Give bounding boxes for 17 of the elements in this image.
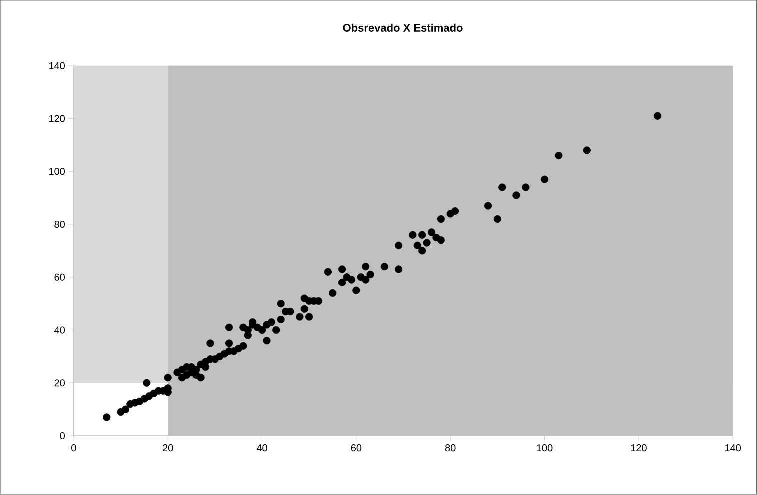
y-tick-label: 100 (49, 168, 65, 176)
chart-title: Obsrevado X Estimado (343, 24, 463, 32)
y-tick-label: 0 (60, 432, 66, 440)
x-tick-label: 0 (72, 444, 76, 452)
y-tick-label: 120 (49, 115, 65, 122)
x-tick-label: 40 (256, 444, 268, 452)
x-tick-label: 140 (726, 444, 742, 452)
x-tick-label: 120 (631, 444, 647, 452)
x-tick-label: 80 (445, 444, 456, 452)
y-tick-label: 80 (54, 221, 65, 228)
x-tick-label: 100 (537, 444, 553, 452)
y-tick-label: 60 (54, 274, 65, 281)
y-tick-label: 40 (54, 326, 65, 334)
x-tick-label: 20 (163, 444, 174, 452)
x-tick-label: 60 (351, 444, 362, 452)
y-tick-label: 20 (54, 380, 65, 387)
y-tick-label: 140 (49, 62, 65, 70)
